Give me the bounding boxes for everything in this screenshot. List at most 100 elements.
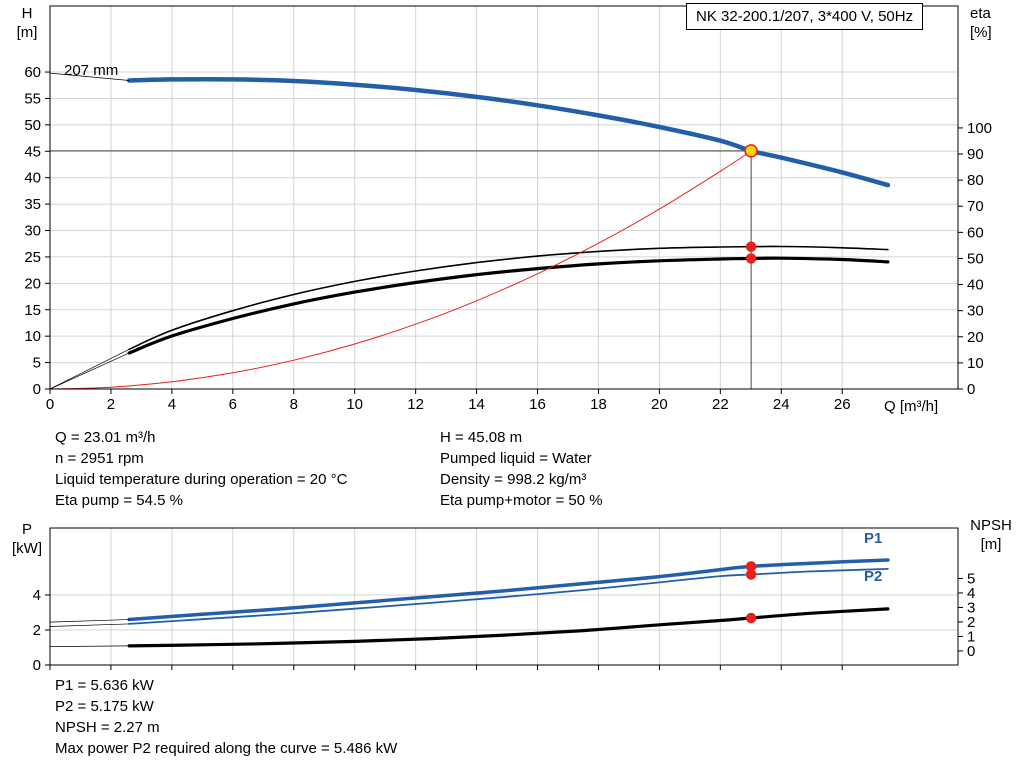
y-right-tick-label: 70 bbox=[967, 198, 984, 215]
y-left-tick-label: 60 bbox=[24, 64, 41, 81]
chart-frame bbox=[49, 5, 959, 390]
result-p2: P2 = 5.175 kW bbox=[55, 698, 154, 715]
result-npsh: NPSH = 2.27 m bbox=[55, 719, 160, 736]
y-right-tick-label: 4 bbox=[967, 585, 975, 602]
y-left-tick-label: 2 bbox=[33, 622, 41, 639]
info-liquid-temp: Liquid temperature during operation = 20… bbox=[55, 471, 348, 488]
chart-frame bbox=[49, 527, 959, 666]
y-left-tick-label: 25 bbox=[24, 249, 41, 266]
y-left-tick-label: 45 bbox=[24, 143, 41, 160]
y-left-tick-label: 0 bbox=[33, 657, 41, 674]
y-left-tick-label: 35 bbox=[24, 196, 41, 213]
x-tick-label: 4 bbox=[168, 396, 176, 413]
y-left-tick-label: 0 bbox=[33, 381, 41, 398]
y-right-tick-label: 1 bbox=[967, 628, 975, 645]
head-curve-207mm bbox=[126, 77, 891, 188]
y-right-tick-label: 80 bbox=[967, 172, 984, 189]
info-density: Density = 998.2 kg/m³ bbox=[440, 471, 587, 488]
h-axis-label-unit: [m] bbox=[16, 24, 38, 41]
p-axis-label-unit: [kW] bbox=[12, 540, 42, 557]
p2-lead-in bbox=[49, 623, 130, 627]
info-eta-pump: Eta pump = 54.5 % bbox=[55, 492, 183, 509]
x-tick-label: 20 bbox=[651, 396, 668, 413]
p2-curve-label: P2 bbox=[864, 568, 883, 585]
eta-axis-label: eta [%] bbox=[970, 4, 1016, 42]
eta-pump-motor-duty-dot bbox=[745, 253, 757, 264]
y-right-tick-label: 40 bbox=[967, 277, 984, 294]
y-right-tick-label: 0 bbox=[967, 381, 975, 398]
eta-pump-motor-curve bbox=[127, 256, 890, 355]
p1-curve bbox=[127, 558, 890, 622]
y-left-tick-label: 50 bbox=[24, 117, 41, 134]
x-tick-label: 18 bbox=[590, 396, 607, 413]
duty-parabola bbox=[49, 150, 752, 390]
duty-info-right: H = 45.08 m Pumped liquid = Water Densit… bbox=[440, 427, 603, 511]
x-tick-label: 16 bbox=[529, 396, 546, 413]
y-right-tick-label: 100 bbox=[967, 120, 992, 137]
x-tick-label: 8 bbox=[290, 396, 298, 413]
x-tick-label: 24 bbox=[773, 396, 790, 413]
p1-curve-label: P1 bbox=[864, 530, 883, 547]
duty-point bbox=[744, 144, 758, 158]
q-axis-label: Q [m³/h] bbox=[884, 398, 939, 415]
info-pumped-liquid: Pumped liquid = Water bbox=[440, 450, 592, 467]
y-right-tick-label: 2 bbox=[967, 614, 975, 631]
head-curve-lead-in bbox=[49, 72, 130, 81]
duty-info-left: Q = 23.01 m³/h n = 2951 rpm Liquid tempe… bbox=[55, 427, 347, 511]
y-left-tick-label: 20 bbox=[24, 275, 41, 292]
y-right-tick-label: 5 bbox=[967, 570, 975, 587]
info-speed: n = 2951 rpm bbox=[55, 450, 144, 467]
impeller-diameter-label: 207 mm bbox=[64, 62, 119, 79]
y-right-tick-label: 50 bbox=[967, 250, 984, 267]
info-q: Q = 23.01 m³/h bbox=[55, 429, 156, 446]
x-tick-label: 12 bbox=[407, 396, 424, 413]
eta-pump-curve bbox=[128, 245, 889, 351]
x-tick-label: 14 bbox=[468, 396, 485, 413]
y-right-tick-label: 90 bbox=[967, 146, 984, 163]
x-tick-label: 2 bbox=[107, 396, 115, 413]
y-right-tick-label: 10 bbox=[967, 355, 984, 372]
h-axis-label-symbol: H bbox=[21, 5, 33, 22]
x-tick-label: 22 bbox=[712, 396, 729, 413]
info-head: H = 45.08 m bbox=[440, 429, 523, 446]
eta-axis-label-unit: [%] bbox=[970, 24, 992, 41]
eta-pump-duty-dot bbox=[745, 241, 757, 252]
npsh-axis-label-unit: [m] bbox=[980, 536, 1002, 553]
y-left-tick-label: 15 bbox=[24, 302, 41, 319]
npsh-lead-in bbox=[49, 645, 130, 647]
npsh-duty-dot bbox=[745, 612, 757, 624]
p-axis-label: P [kW] bbox=[6, 520, 48, 558]
result-block: P1 = 5.636 kW P2 = 5.175 kW NPSH = 2.27 … bbox=[55, 675, 397, 759]
eta-pump-lead-in bbox=[49, 348, 130, 390]
y-right-tick-label: 30 bbox=[967, 303, 984, 320]
pump-title-box: NK 32-200.1/207, 3*400 V, 50Hz bbox=[686, 3, 924, 30]
y-left-tick-label: 10 bbox=[24, 328, 41, 345]
y-left-tick-label: 4 bbox=[33, 587, 41, 604]
y-left-tick-label: 30 bbox=[24, 223, 41, 240]
x-tick-label: 6 bbox=[229, 396, 237, 413]
y-right-tick-label: 3 bbox=[967, 599, 975, 616]
p1-lead-in bbox=[49, 619, 130, 623]
y-left-tick-label: 40 bbox=[24, 170, 41, 187]
y-right-tick-label: 0 bbox=[967, 643, 975, 660]
result-max-p2: Max power P2 required along the curve = … bbox=[55, 740, 398, 757]
y-right-tick-label: 20 bbox=[967, 329, 984, 346]
p-axis-label-symbol: P bbox=[21, 521, 32, 538]
h-axis-label: H [m] bbox=[6, 4, 48, 42]
npsh-axis-label: NPSH [m] bbox=[962, 516, 1020, 554]
p2-duty-dot bbox=[745, 569, 757, 580]
info-eta-pump-motor: Eta pump+motor = 50 % bbox=[440, 492, 603, 509]
x-tick-label: 26 bbox=[834, 396, 851, 413]
y-left-tick-label: 55 bbox=[24, 90, 41, 107]
y-left-tick-label: 5 bbox=[33, 355, 41, 372]
x-tick-label: 10 bbox=[346, 396, 363, 413]
result-p1: P1 = 5.636 kW bbox=[55, 677, 154, 694]
eta-pump-motor-lead-in bbox=[49, 352, 130, 390]
eta-axis-label-symbol: eta bbox=[970, 5, 991, 22]
npsh-axis-label-symbol: NPSH bbox=[970, 517, 1012, 534]
y-right-tick-label: 60 bbox=[967, 224, 984, 241]
x-tick-label: 0 bbox=[46, 396, 54, 413]
npsh-curve bbox=[127, 607, 890, 648]
